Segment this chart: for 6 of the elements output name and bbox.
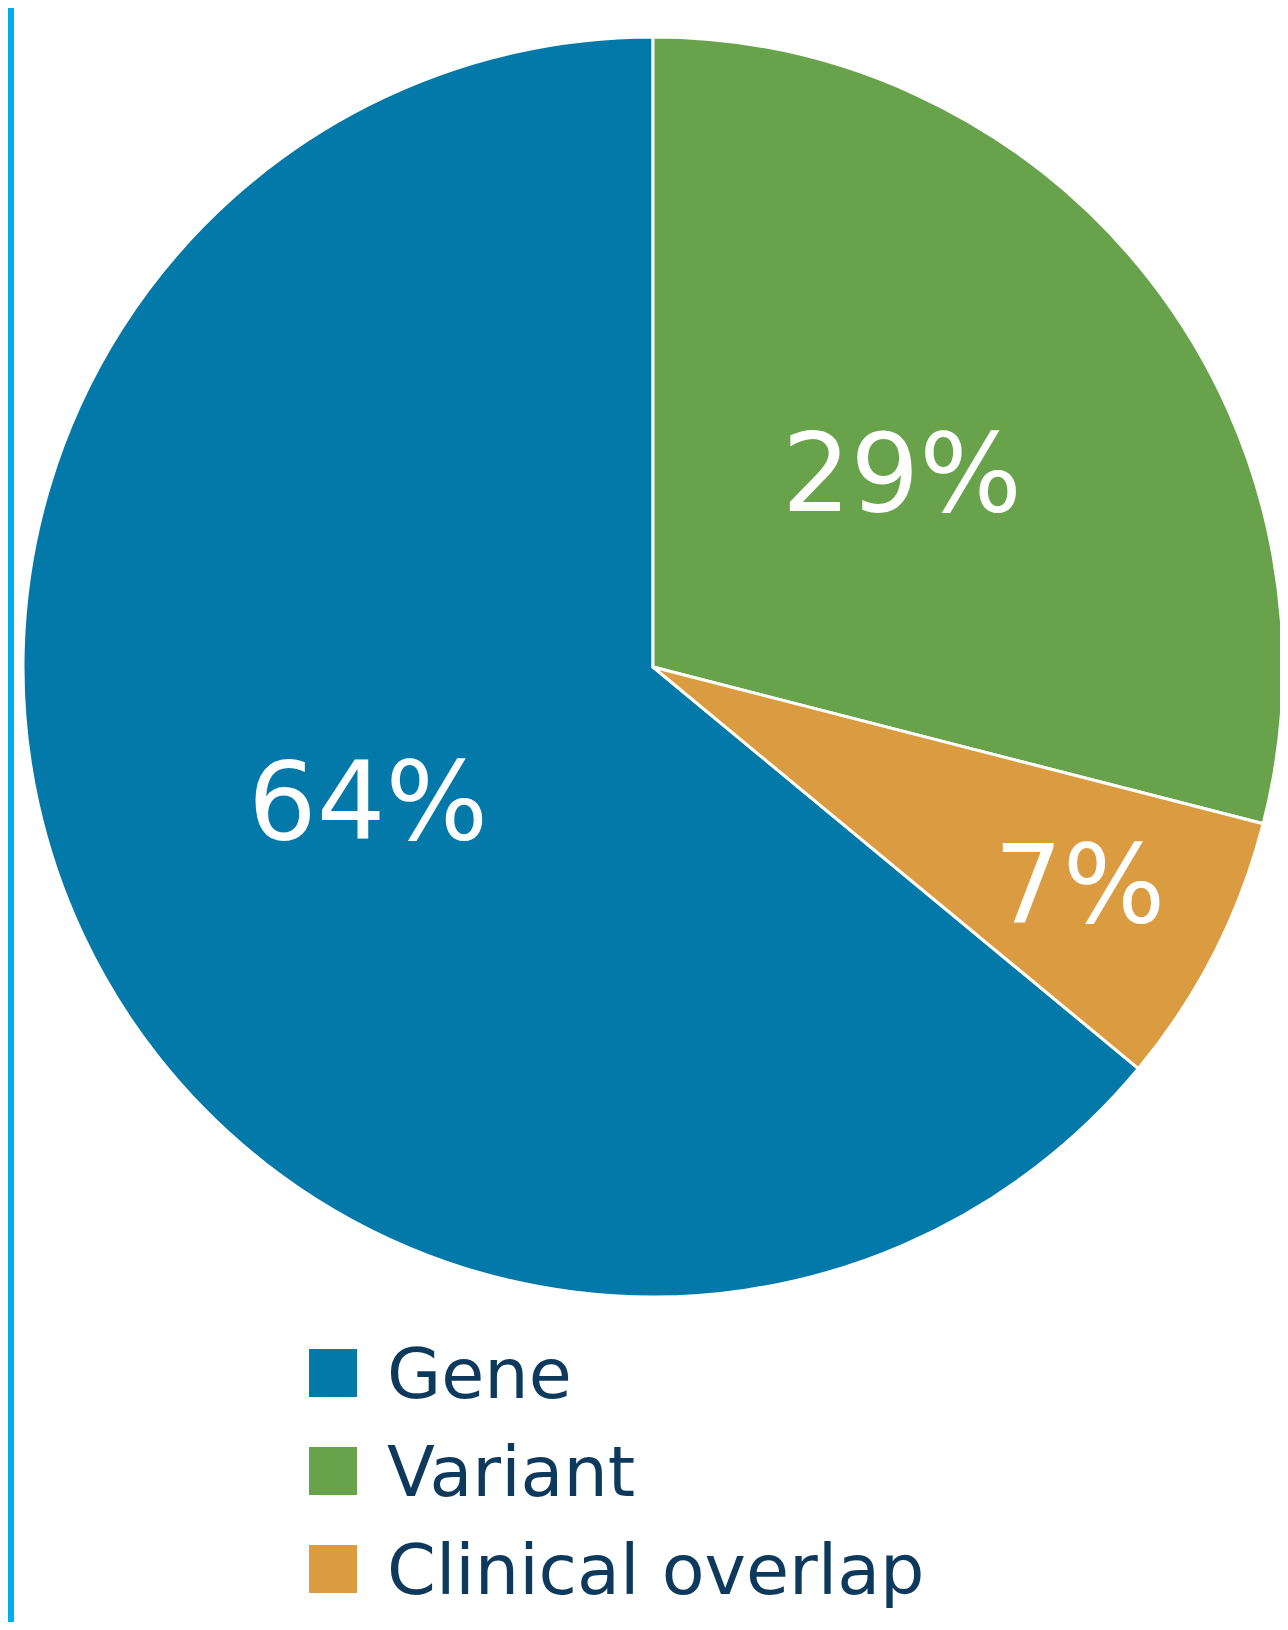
legend-label: Variant <box>387 1431 636 1513</box>
data-label: 29% <box>781 411 1022 537</box>
legend-label: Gene <box>387 1333 572 1415</box>
data-label: 7% <box>993 821 1166 947</box>
data-label: 64% <box>247 738 488 864</box>
legend-label: Clinical overlap <box>387 1529 925 1611</box>
